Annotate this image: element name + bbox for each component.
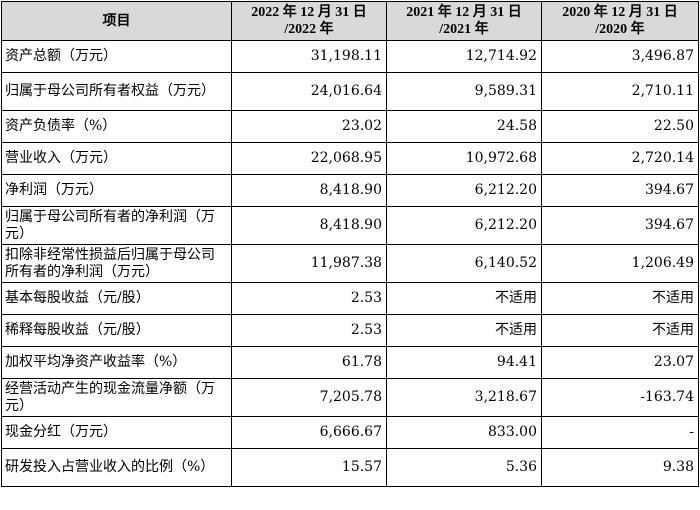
row-label: 基本每股收益（元/股）: [1, 282, 232, 315]
table-row: 归属于母公司所有者权益（万元） 24,016.64 9,589.31 2,710…: [1, 72, 699, 111]
value-2021: 10,972.68: [386, 142, 542, 175]
value-2021: 6,140.52: [386, 244, 542, 283]
value-2021: 6,212.20: [386, 206, 542, 245]
header-2020: 2020 年 12 月 31 日/2020 年: [541, 1, 699, 41]
row-label: 加权平均净资产收益率（%）: [1, 346, 232, 379]
table-row: 经营活动产生的现金流量净额（万元） 7,205.78 3,218.67 -163…: [1, 378, 699, 417]
header-2022-line1: 2022 年 12 月 31 日: [251, 5, 367, 20]
table-row: 稀释每股收益（元/股） 2.53 不适用 不适用: [1, 314, 699, 347]
row-label: 经营活动产生的现金流量净额（万元）: [1, 378, 232, 417]
header-row: 项目 2022 年 12 月 31 日/2022 年 2021 年 12 月 3…: [1, 1, 699, 41]
header-item: 项目: [1, 1, 232, 41]
row-label: 稀释每股收益（元/股）: [1, 314, 232, 347]
value-2022: 11,987.38: [231, 244, 387, 283]
value-2022: 2.53: [231, 282, 387, 315]
value-2020: 3,496.87: [541, 40, 699, 73]
value-2020: 394.67: [541, 174, 699, 207]
header-2021: 2021 年 12 月 31 日/2021 年: [386, 1, 542, 41]
table-row: 研发投入占营业收入的比例（%） 15.57 5.36 9.38: [1, 448, 699, 487]
table-row: 加权平均净资产收益率（%） 61.78 94.41 23.07: [1, 346, 699, 379]
row-label: 归属于母公司所有者权益（万元）: [1, 72, 232, 111]
value-2021: 24.58: [386, 110, 542, 143]
row-label: 现金分红（万元）: [1, 416, 232, 449]
value-2022: 7,205.78: [231, 378, 387, 417]
value-2020: 2,720.14: [541, 142, 699, 175]
value-2020: 22.50: [541, 110, 699, 143]
value-2021: 833.00: [386, 416, 542, 449]
header-2022: 2022 年 12 月 31 日/2022 年: [231, 1, 387, 41]
header-2020-line1: 2020 年 12 月 31 日: [562, 5, 678, 20]
value-2020: 2,710.11: [541, 72, 699, 111]
value-2021: 12,714.92: [386, 40, 542, 73]
header-2021-line1: 2021 年 12 月 31 日: [406, 5, 522, 20]
row-label: 扣除非经常性损益后归属于母公司所有者的净利润（万元）: [1, 244, 232, 283]
row-label: 资产负债率（%）: [1, 110, 232, 143]
table-row: 归属于母公司所有者的净利润（万元） 8,418.90 6,212.20 394.…: [1, 206, 699, 245]
row-label: 资产总额（万元）: [1, 40, 232, 73]
table-row: 扣除非经常性损益后归属于母公司所有者的净利润（万元） 11,987.38 6,1…: [1, 244, 699, 283]
value-2022: 2.53: [231, 314, 387, 347]
header-item-label: 项目: [102, 13, 131, 29]
header-2020-line2: /2020 年: [595, 22, 645, 37]
value-2022: 6,666.67: [231, 416, 387, 449]
table-row: 基本每股收益（元/股） 2.53 不适用 不适用: [1, 282, 699, 315]
value-2022: 8,418.90: [231, 174, 387, 207]
row-label: 归属于母公司所有者的净利润（万元）: [1, 206, 232, 245]
value-2022: 23.02: [231, 110, 387, 143]
header-2022-line2: /2022 年: [284, 22, 334, 37]
value-2020: 394.67: [541, 206, 699, 245]
table-row: 营业收入（万元） 22,068.95 10,972.68 2,720.14: [1, 142, 699, 175]
value-2021: 5.36: [386, 448, 542, 487]
value-2021: 不适用: [386, 314, 542, 347]
row-label: 净利润（万元）: [1, 174, 232, 207]
row-label: 研发投入占营业收入的比例（%）: [1, 448, 232, 487]
value-2021: 94.41: [386, 346, 542, 379]
value-2022: 15.57: [231, 448, 387, 487]
value-2020: 不适用: [541, 314, 699, 347]
value-2022: 31,198.11: [231, 40, 387, 73]
value-2020: 1,206.49: [541, 244, 699, 283]
value-2021: 6,212.20: [386, 174, 542, 207]
row-label: 营业收入（万元）: [1, 142, 232, 175]
value-2022: 24,016.64: [231, 72, 387, 111]
value-2022: 8,418.90: [231, 206, 387, 245]
value-2022: 22,068.95: [231, 142, 387, 175]
table-row: 资产负债率（%） 23.02 24.58 22.50: [1, 110, 699, 143]
table-row: 资产总额（万元） 31,198.11 12,714.92 3,496.87: [1, 40, 699, 73]
value-2020: 不适用: [541, 282, 699, 315]
value-2020: -: [541, 416, 699, 449]
value-2022: 61.78: [231, 346, 387, 379]
financial-data-table: 项目 2022 年 12 月 31 日/2022 年 2021 年 12 月 3…: [1, 1, 699, 487]
value-2021: 9,589.31: [386, 72, 542, 111]
header-2021-line2: /2021 年: [439, 22, 489, 37]
value-2021: 不适用: [386, 282, 542, 315]
value-2020: 23.07: [541, 346, 699, 379]
value-2020: -163.74: [541, 378, 699, 417]
table-row: 现金分红（万元） 6,666.67 833.00 -: [1, 416, 699, 449]
value-2020: 9.38: [541, 448, 699, 487]
value-2021: 3,218.67: [386, 378, 542, 417]
table-row: 净利润（万元） 8,418.90 6,212.20 394.67: [1, 174, 699, 207]
